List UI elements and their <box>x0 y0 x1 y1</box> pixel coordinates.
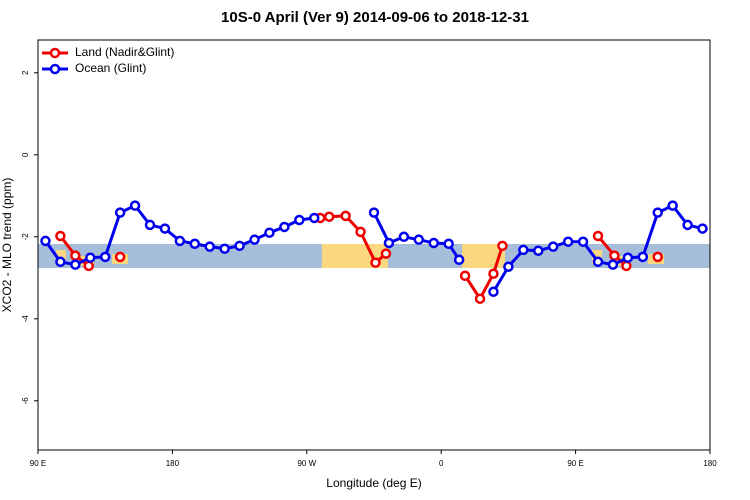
data-point <box>264 227 275 238</box>
data-point <box>55 230 66 242</box>
data-point <box>459 270 471 281</box>
data-point <box>607 259 619 270</box>
data-point <box>503 261 514 272</box>
plot-frame <box>37 39 711 451</box>
data-point <box>577 236 589 247</box>
data-point <box>114 251 126 263</box>
legend-label: Ocean (Glint) <box>75 61 146 75</box>
x-tick-label: 180 <box>166 459 180 468</box>
data-point <box>309 212 320 224</box>
data-point <box>85 252 96 263</box>
data-point <box>370 257 381 268</box>
data-point <box>234 240 245 252</box>
data-point <box>697 223 708 234</box>
data-point <box>637 251 649 263</box>
data-point <box>667 200 678 211</box>
y-tick-label: -6 <box>21 397 30 405</box>
data-point <box>398 231 410 243</box>
x-tick-label: 90 E <box>30 459 46 468</box>
data-point <box>174 235 186 247</box>
x-tick-label: 90 W <box>297 459 316 468</box>
data-point <box>592 230 604 242</box>
x-tick-label: 90 E <box>567 459 583 468</box>
legend-marker <box>49 47 61 59</box>
y-tick-label: -2 <box>21 233 30 241</box>
data-point <box>682 219 693 231</box>
data-point <box>70 259 81 270</box>
data-point <box>609 250 620 261</box>
data-point <box>621 260 632 272</box>
data-point <box>383 237 395 249</box>
data-point <box>562 236 574 247</box>
data-point <box>219 243 230 254</box>
y-tick-label: 0 <box>21 152 30 157</box>
data-point <box>518 244 529 256</box>
data-point <box>488 268 499 279</box>
data-point <box>443 238 454 250</box>
y-tick-label: 2 <box>21 70 30 75</box>
data-point <box>114 207 126 218</box>
data-point <box>547 241 559 252</box>
data-point <box>159 223 171 234</box>
chart-title: 10S-0 April (Ver 9) 2014-09-06 to 2018-1… <box>221 9 529 26</box>
data-point <box>323 211 335 222</box>
data-point <box>368 207 380 218</box>
data-point <box>453 254 465 266</box>
data-point <box>497 240 508 252</box>
data-point <box>622 252 634 263</box>
data-point <box>533 245 544 256</box>
data-point <box>294 214 305 226</box>
data-point <box>55 256 66 268</box>
data-point <box>652 251 663 263</box>
data-point <box>340 210 351 222</box>
data-point <box>380 248 392 259</box>
data-point <box>70 250 81 261</box>
x-axis-label: Longitude (deg E) <box>326 476 421 490</box>
data-point <box>474 293 486 304</box>
data-point <box>189 238 201 250</box>
data-point <box>99 251 111 263</box>
legend-marker <box>49 63 61 75</box>
data-point <box>249 234 260 245</box>
data-point <box>488 286 499 297</box>
y-tick-label: -4 <box>21 315 30 323</box>
y-axis-label: XCO2 - MLO trend (ppm) <box>0 178 14 313</box>
data-point <box>83 260 95 272</box>
data-point <box>428 237 439 249</box>
data-point <box>355 226 366 238</box>
x-tick-label: 180 <box>703 459 717 468</box>
data-point <box>204 241 215 252</box>
data-point <box>40 235 51 247</box>
data-point <box>129 200 141 211</box>
data-point <box>144 219 156 231</box>
data-point <box>592 256 604 268</box>
legend-label: Land (Nadir&Glint) <box>75 45 174 59</box>
data-point <box>652 207 663 218</box>
x-tick-label: 0 <box>439 459 444 468</box>
data-point <box>413 234 425 245</box>
data-point <box>279 221 290 233</box>
